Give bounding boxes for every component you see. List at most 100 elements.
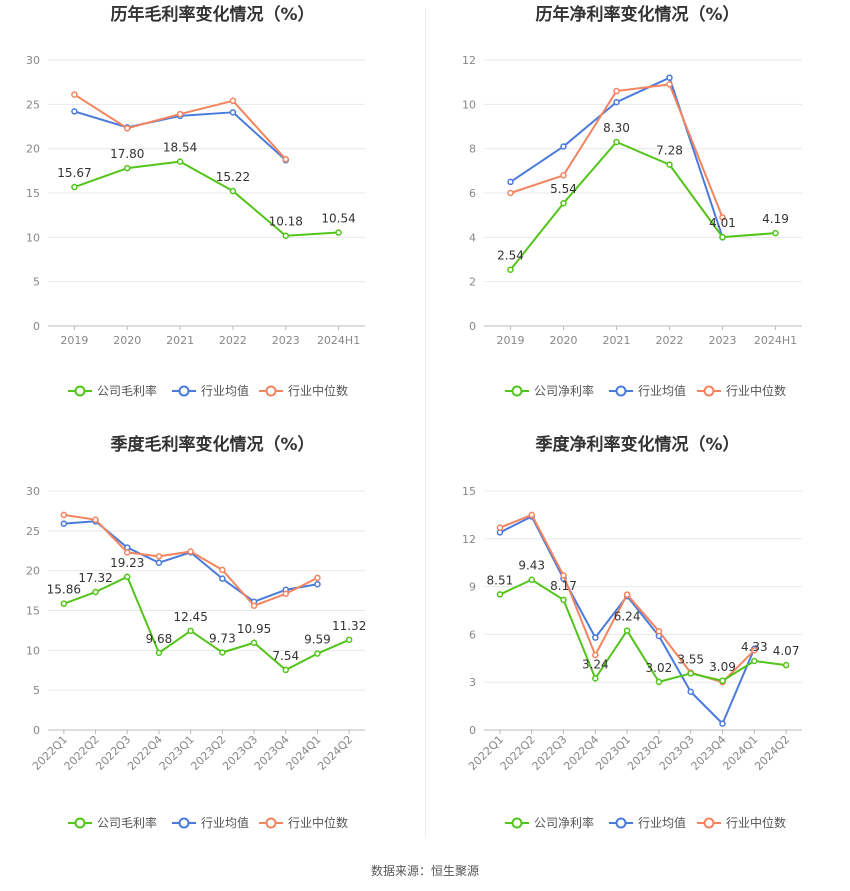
y-tick-label: 25: [26, 525, 40, 538]
data-point-median: [282, 590, 289, 598]
data-point-company: [528, 576, 535, 583]
data-label: 9.43: [518, 559, 545, 573]
legend-label-median: 行业中位数: [288, 383, 348, 398]
y-tick-label: 2: [469, 276, 476, 289]
series-line-company: [63, 575, 350, 671]
data-label: 18.54: [163, 141, 197, 155]
legend-label-avg: 行业均值: [638, 815, 686, 830]
data-label: 19.23: [110, 556, 144, 570]
legend-label-median: 行业中位数: [726, 383, 786, 398]
legend-marker-avg: [178, 385, 190, 397]
data-point-median: [176, 110, 184, 118]
data-point-median: [282, 156, 289, 163]
y-tick-label: 15: [26, 187, 40, 200]
data-label: 7.54: [272, 649, 299, 663]
legend-marker-median: [265, 817, 277, 829]
data-point-median: [592, 651, 599, 659]
y-tick-label: 15: [26, 605, 40, 618]
data-source-note: 数据来源：恒生聚源: [370, 864, 479, 878]
data-point-company: [687, 670, 694, 677]
data-point-median: [314, 574, 321, 582]
data-point-median: [496, 524, 504, 531]
y-tick-label: 25: [26, 98, 40, 111]
data-point-avg: [314, 580, 321, 588]
data-point-company: [772, 229, 779, 237]
data-label: 15.67: [57, 166, 91, 180]
data-point-median: [229, 97, 237, 105]
data-point-median: [124, 549, 131, 556]
legend-marker-avg: [615, 385, 627, 397]
data-label: 15.86: [47, 583, 81, 597]
data-point-median: [124, 125, 131, 132]
y-tick-label: 0: [469, 724, 476, 737]
chart-svg-annual-net: 历年净利率变化情况（%） 0 2 4 6 8 10 12 2019 2020 2021 2022 202…: [462, 4, 802, 398]
data-point-median: [155, 553, 163, 560]
data-point-avg: [719, 720, 726, 727]
y-tick-label: 0: [33, 724, 40, 737]
chart-quarterly-net-margin: 季度净利率变化情况（%） 0 3 6 9 12 15 2022Q1 2022Q2 2022Q3 20…: [425, 430, 850, 850]
data-label: 8.17: [550, 579, 577, 593]
data-point-avg: [613, 98, 620, 106]
x-tick-label: 2019: [60, 334, 88, 347]
data-label: 4.01: [709, 216, 736, 230]
data-point-avg: [60, 520, 68, 527]
data-point-company: [560, 199, 567, 207]
data-label: 9.68: [146, 632, 173, 646]
data-label: 11.32: [332, 619, 366, 633]
data-point-company: [282, 232, 289, 239]
y-tick-label: 10: [26, 644, 40, 657]
data-point-company: [507, 266, 514, 273]
data-point-median: [560, 572, 567, 579]
series-line-company: [509, 141, 776, 271]
chart-title: 季度毛利率变化情况（%）: [110, 434, 314, 455]
legend-marker-median: [703, 817, 715, 829]
y-tick-label: 30: [26, 54, 40, 67]
data-point-company: [187, 627, 194, 635]
data-point-company: [666, 161, 673, 168]
data-point-avg: [560, 143, 567, 150]
legend-label-company: 公司净利率: [534, 815, 594, 830]
data-point-median: [187, 548, 194, 555]
x-tick-label: 2020: [113, 334, 141, 347]
chart-quarterly-gross-margin: 季度毛利率变化情况（%） 0 5 10 15 20 25 30 2022Q1 2022Q2 2022…: [0, 430, 425, 850]
x-tick-label: 2023: [709, 334, 737, 347]
chart-annual-gross-margin: 历年毛利率变化情况（%） 0 5 10 15 20 25 30 2019 2020 2021 2022…: [0, 0, 425, 430]
data-point-company: [314, 650, 321, 657]
data-point-median: [60, 511, 68, 519]
data-point-company: [176, 158, 184, 165]
legend-label-avg: 行业均值: [638, 383, 686, 398]
legend-label-company: 公司毛利率: [97, 815, 157, 830]
data-point-company: [560, 596, 567, 604]
legend-label-median: 行业中位数: [288, 815, 348, 830]
data-point-company: [496, 591, 504, 598]
x-tick-label: 2021: [166, 334, 194, 347]
data-point-company: [229, 187, 237, 195]
data-label: 6.24: [614, 610, 641, 624]
chart-svg-quarterly-gross: 季度毛利率变化情况（%）0510152025302022Q12022Q22022…: [26, 434, 366, 830]
y-tick-label: 6: [469, 187, 476, 200]
data-label: 2.54: [497, 249, 524, 263]
legend-label-company: 公司净利率: [534, 383, 594, 398]
legend-marker-company: [74, 817, 86, 829]
data-point-company: [719, 233, 726, 241]
data-label: 9.73: [209, 631, 236, 645]
y-tick-label: 5: [33, 684, 40, 697]
data-point-company: [719, 677, 726, 685]
data-point-median: [666, 81, 673, 88]
y-tick-label: 8: [469, 143, 476, 156]
data-label: 10.18: [269, 215, 303, 229]
data-point-company: [613, 138, 620, 146]
data-point-avg: [687, 688, 694, 696]
data-label: 5.54: [550, 182, 577, 196]
y-tick-label: 15: [462, 485, 476, 498]
x-tick-label: 2019: [497, 334, 525, 347]
chart-title: 历年毛利率变化情况（%）: [110, 4, 314, 25]
y-tick-label: 4: [469, 231, 476, 244]
data-label: 15.22: [216, 170, 250, 184]
chart-title: 季度净利率变化情况（%）: [535, 434, 739, 455]
x-tick-label: 2023: [272, 334, 300, 347]
data-label: 12.45: [173, 610, 207, 624]
legend-marker-median: [265, 385, 277, 397]
data-point-median: [719, 214, 726, 221]
x-tick-label: 2021: [603, 334, 631, 347]
